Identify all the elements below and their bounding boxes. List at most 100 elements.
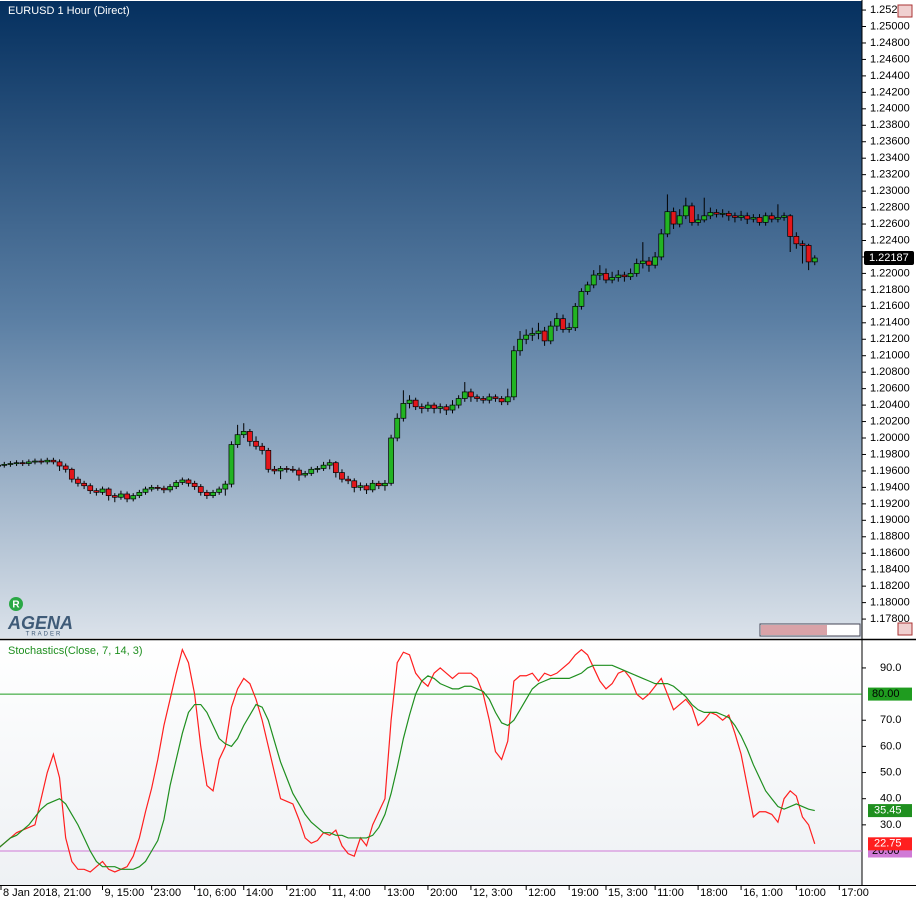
candle-body bbox=[418, 406, 425, 409]
candle-body bbox=[744, 215, 751, 220]
candle-body bbox=[719, 212, 726, 215]
x-tick-label: 23:00 bbox=[154, 887, 182, 899]
indicator-line bbox=[0, 647, 816, 873]
y-tick-label: 40.0 bbox=[880, 793, 901, 805]
candle-body bbox=[271, 468, 278, 472]
candle-body bbox=[590, 274, 597, 286]
y-tick-label: 1.24000 bbox=[870, 103, 910, 115]
y-tick-label: 1.22000 bbox=[870, 267, 910, 279]
candle-body bbox=[732, 215, 738, 218]
y-tick-label: 1.23400 bbox=[870, 152, 910, 164]
candle-body bbox=[480, 398, 487, 401]
resize-button[interactable] bbox=[897, 4, 913, 18]
candle-body bbox=[609, 277, 615, 281]
candle-body bbox=[805, 245, 812, 263]
candle-body bbox=[394, 417, 401, 439]
logo-tagline: TRADER bbox=[26, 632, 63, 638]
candle-body bbox=[529, 333, 536, 336]
candle-body bbox=[308, 468, 315, 474]
candle-body bbox=[332, 462, 339, 473]
candle-body bbox=[369, 482, 376, 491]
x-tick-label: 9, 15:00 bbox=[105, 887, 145, 899]
candle-body bbox=[750, 217, 757, 220]
indicator-panel bbox=[0, 641, 862, 885]
candle-body bbox=[118, 493, 124, 498]
x-tick-label: 8 Jan 2018, 21:00 bbox=[3, 887, 91, 899]
candle-body bbox=[474, 396, 480, 399]
candle-body bbox=[265, 450, 272, 470]
y-tick-label: 1.19600 bbox=[870, 465, 910, 477]
candle-body bbox=[566, 327, 573, 330]
candle-body bbox=[302, 473, 308, 476]
candle-body bbox=[437, 406, 444, 409]
y-tick-label: 1.20800 bbox=[870, 366, 910, 378]
x-tick-label: 19:00 bbox=[571, 887, 599, 899]
candle-body bbox=[130, 495, 137, 500]
candle-body bbox=[707, 212, 714, 217]
y-tick-label: 1.20400 bbox=[870, 399, 910, 411]
x-tick-label: 11, 4:00 bbox=[332, 887, 371, 899]
candle-body bbox=[627, 273, 634, 278]
y-tick-label: 50.0 bbox=[880, 766, 901, 778]
y-tick-label: 1.19000 bbox=[870, 514, 910, 526]
y-tick-label: 1.18600 bbox=[870, 547, 910, 559]
candle-body bbox=[93, 490, 100, 493]
candle-body bbox=[154, 487, 161, 489]
y-tick-label: 1.24600 bbox=[870, 53, 910, 65]
candle-body bbox=[320, 464, 327, 469]
candle-body bbox=[768, 215, 775, 220]
y-tick-label: 1.23200 bbox=[870, 169, 910, 181]
y-tick-label: 30.0 bbox=[880, 819, 901, 831]
candle-body bbox=[204, 491, 210, 496]
x-tick-label: 18:00 bbox=[700, 887, 728, 899]
candle-body bbox=[197, 486, 204, 493]
candle-body bbox=[191, 482, 198, 487]
candle-body bbox=[148, 487, 155, 490]
resize-button[interactable] bbox=[897, 622, 913, 636]
scrollbar-thumb[interactable] bbox=[761, 625, 827, 635]
x-tick-label: 15, 3:00 bbox=[608, 887, 648, 899]
candle-body bbox=[32, 460, 38, 463]
candle-body bbox=[290, 468, 296, 471]
y-tick-label: 1.20600 bbox=[870, 383, 910, 395]
candle-body bbox=[621, 274, 628, 278]
candle-body bbox=[652, 256, 658, 266]
last-price-box bbox=[864, 251, 914, 266]
candle-body bbox=[517, 338, 523, 352]
level-label: 80.00 bbox=[872, 688, 900, 700]
candle-body bbox=[584, 284, 591, 292]
x-tick-label: 10:00 bbox=[798, 887, 826, 899]
y-tick-label: 1.252 bbox=[870, 4, 898, 16]
candle-body bbox=[793, 236, 800, 245]
y-tick-label: 1.25000 bbox=[870, 20, 910, 32]
candle-body bbox=[388, 437, 394, 484]
candle-body bbox=[375, 482, 382, 487]
y-tick-label: 1.23000 bbox=[870, 185, 910, 197]
candle-body bbox=[658, 233, 665, 258]
last-value-box bbox=[868, 804, 912, 818]
y-tick-label: 1.24400 bbox=[870, 70, 910, 82]
candle-body bbox=[781, 215, 787, 218]
candle-body bbox=[142, 488, 149, 493]
last-price-label: 1.22187 bbox=[869, 252, 909, 264]
panel-buttons bbox=[759, 4, 913, 637]
candle-body bbox=[670, 211, 677, 225]
candle-body bbox=[603, 273, 609, 281]
y-tick-label: 1.23800 bbox=[870, 119, 910, 131]
candle-body bbox=[13, 462, 20, 465]
candle-body bbox=[62, 465, 69, 470]
candle-body bbox=[762, 215, 769, 223]
candle-body bbox=[775, 217, 781, 220]
x-tick-label: 10, 6:00 bbox=[197, 887, 237, 899]
candle-body bbox=[56, 461, 63, 467]
candle-body bbox=[87, 485, 94, 492]
y-tick-label: 1.20000 bbox=[870, 432, 910, 444]
candle-body bbox=[253, 440, 259, 447]
candle-body bbox=[523, 334, 530, 340]
y-tick-label: 1.19400 bbox=[870, 481, 910, 493]
candle-body bbox=[234, 434, 241, 445]
candle-body bbox=[799, 243, 806, 246]
last-value-label: 35.45 bbox=[874, 805, 902, 817]
candle-body bbox=[351, 480, 358, 488]
candle-body bbox=[572, 305, 579, 329]
